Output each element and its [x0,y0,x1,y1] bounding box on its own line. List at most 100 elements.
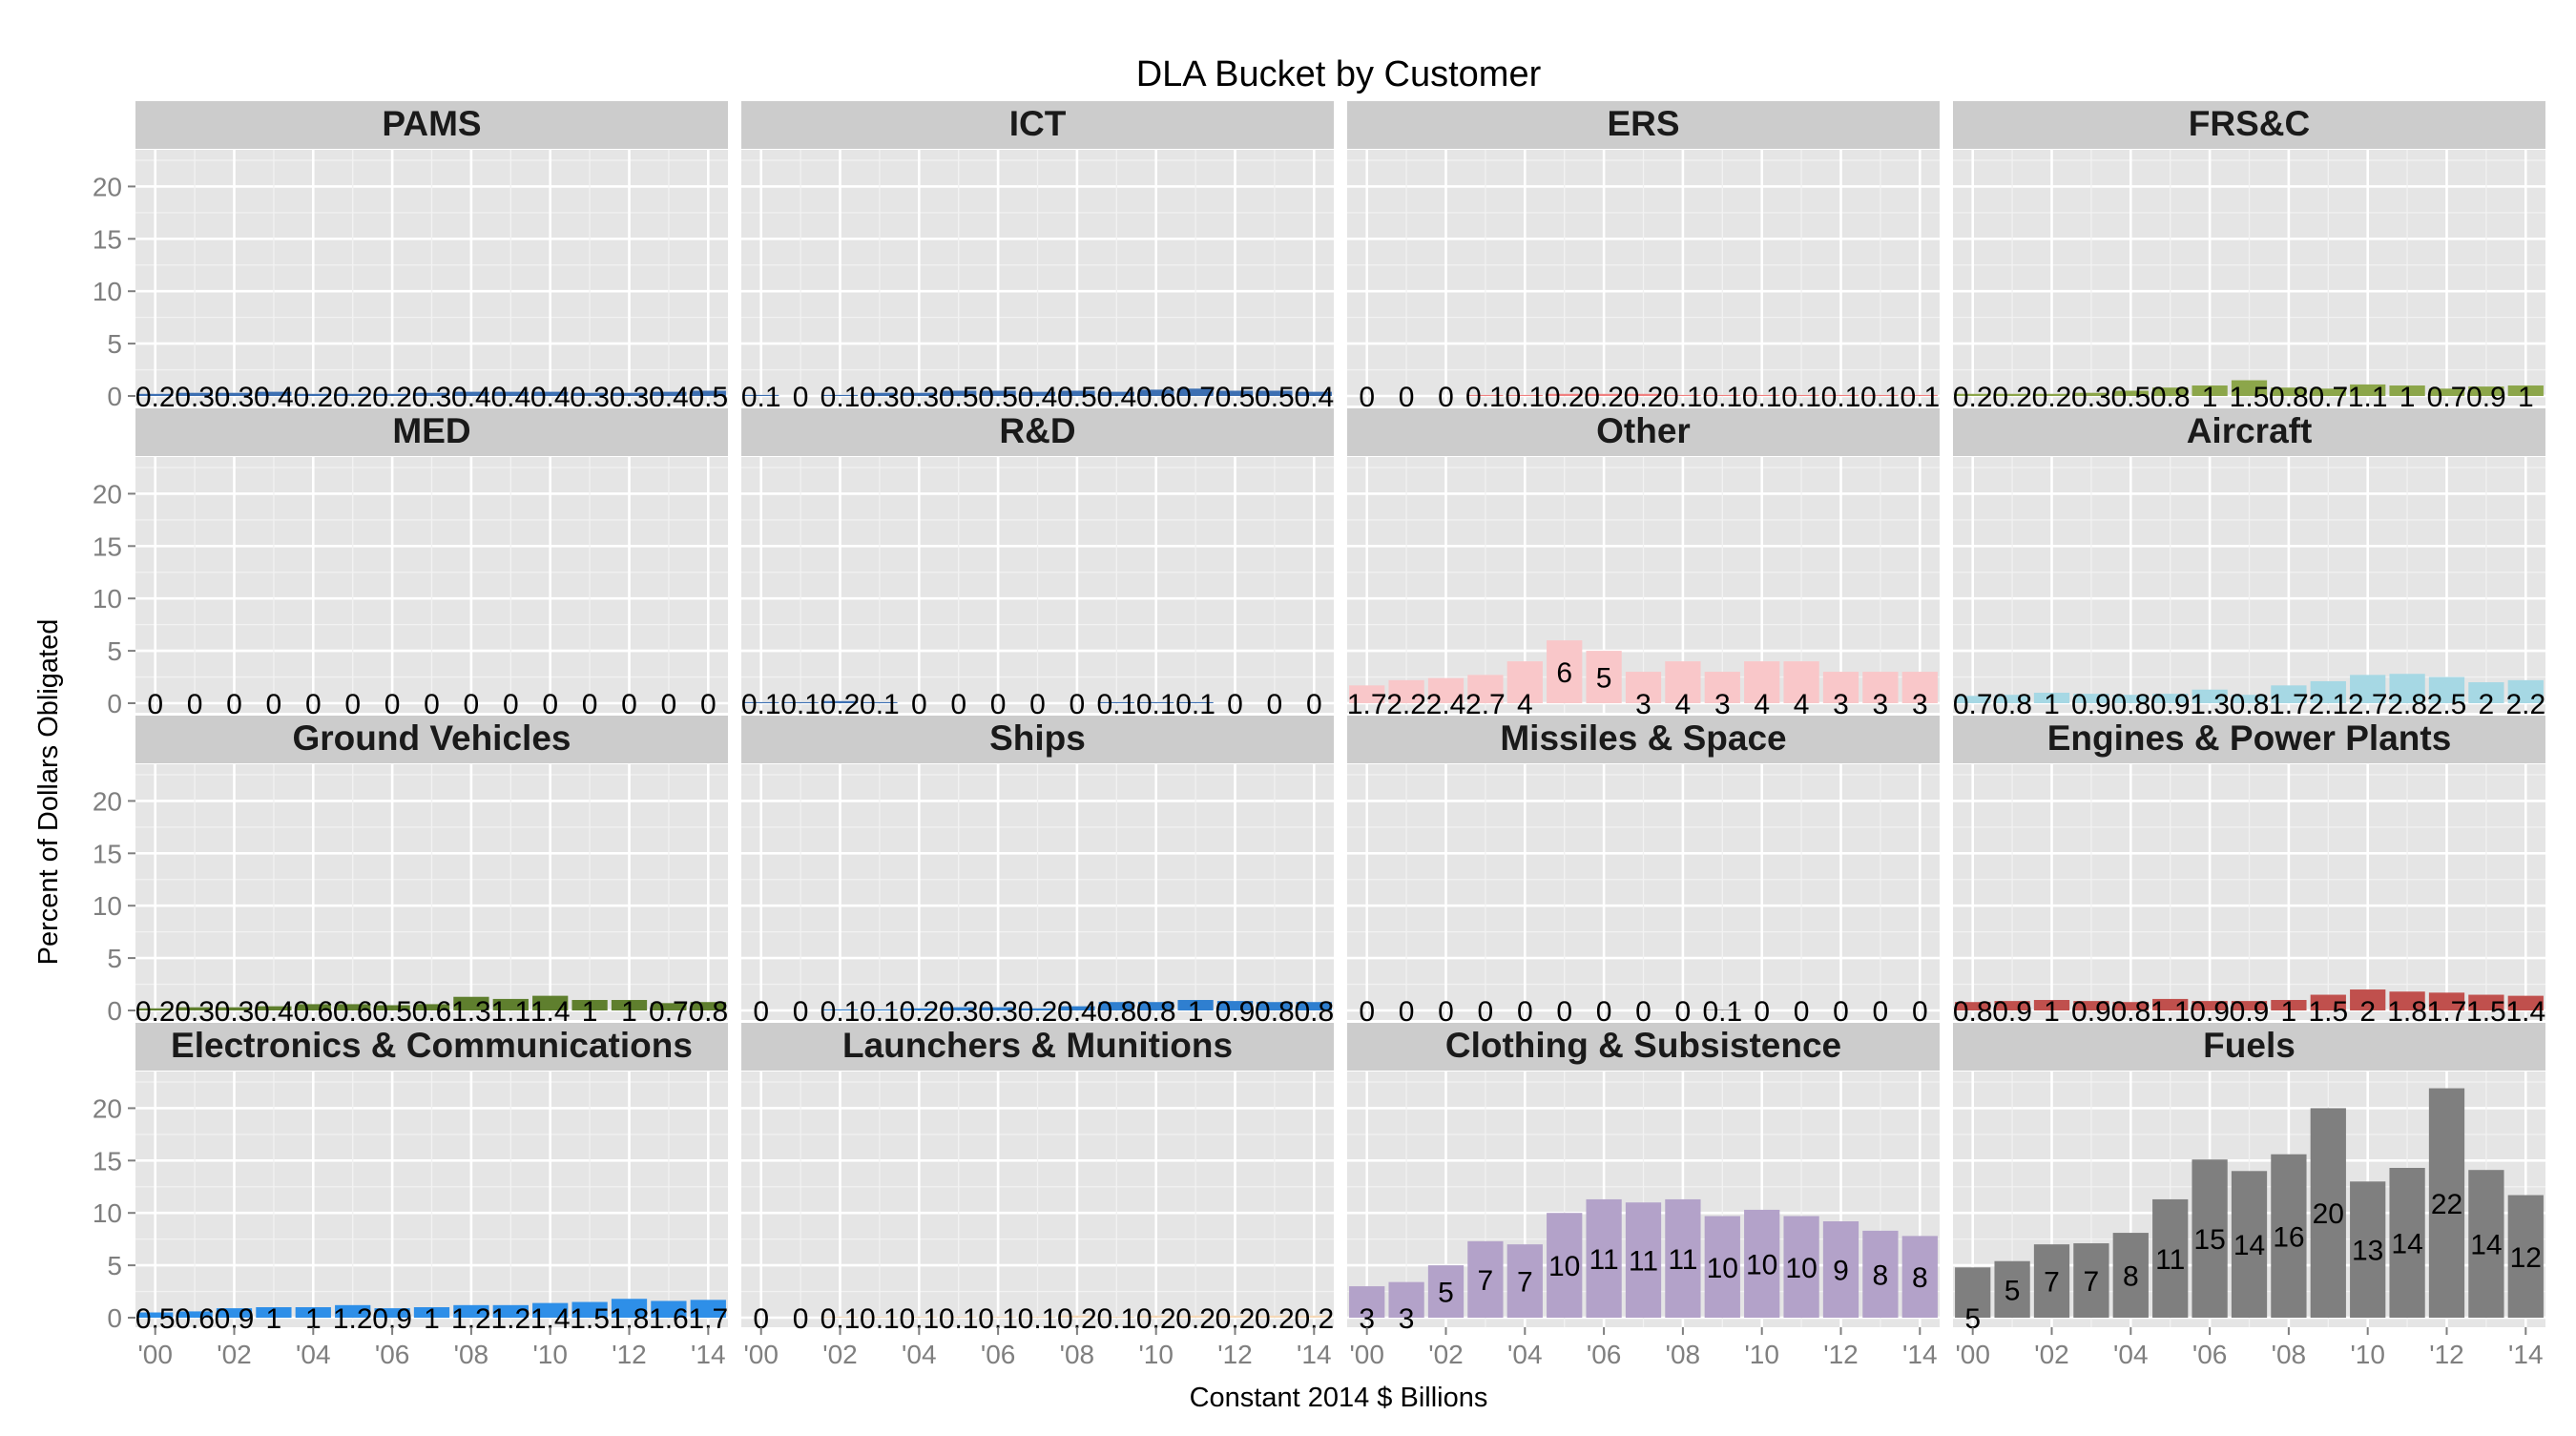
data-label: 0.9 [2190,996,2230,1028]
data-label: 5 [1438,1278,1454,1309]
data-label: 0.1 [1465,382,1506,413]
data-label: 10 [1785,1253,1817,1284]
y-tick-label: 0 [107,996,122,1026]
data-label: 0.2 [1255,1303,1295,1335]
bar [2271,1154,2307,1318]
bar [1427,1265,1465,1318]
bar [335,393,371,396]
x-tick-label: '06 [2192,1340,2228,1369]
data-label: 16 [2273,1221,2304,1253]
data-label: 0.3 [860,382,900,413]
bar [2428,1088,2465,1318]
bar [177,392,213,396]
bar [295,1004,331,1010]
y-tick-label: 15 [93,224,122,254]
bar [2192,385,2228,396]
bar [492,998,529,1010]
data-label: 7 [1478,1265,1494,1297]
data-label: 1 [2202,382,2218,413]
data-label: 0 [1556,996,1572,1028]
y-tick-label: 15 [93,531,122,561]
data-label: 22 [2431,1189,2462,1220]
x-axis-label: Constant 2014 $ Billions [1190,1383,1488,1413]
data-label: 0 [1399,996,1415,1028]
bar [1467,675,1504,703]
bar [611,1299,648,1318]
data-label: 0 [700,689,717,720]
data-label: 0.4 [1057,996,1097,1028]
data-label: 0.5 [1215,382,1256,413]
data-label: 1 [621,996,637,1028]
bar [1783,1216,1819,1318]
data-label: 0.2 [1992,382,2032,413]
facet-strip [135,716,728,763]
bar [335,1304,371,1318]
data-label: 0 [990,689,1007,720]
data-label: 5 [1964,1303,1981,1335]
data-label: 0.1 [860,1303,900,1335]
data-label: 0.1 [860,996,900,1028]
bar [1296,1002,1332,1010]
bar [2033,693,2070,703]
bar [295,1307,331,1318]
x-tick-label: '14 [1297,1340,1332,1369]
data-label: 12 [2510,1242,2542,1274]
bar [1257,390,1293,396]
bar [690,1002,726,1010]
data-label: 0.3 [215,996,255,1028]
bar [532,995,569,1010]
data-label: 0.1 [780,689,821,720]
bar [2192,689,2228,703]
bar [1427,677,1465,703]
y-tick-label: 0 [107,1303,122,1333]
data-label: 0 [503,689,519,720]
x-tick-label: '14 [691,1340,726,1369]
data-label: 0.3 [939,996,979,1028]
data-label: 0.8 [2230,689,2270,720]
bar [1862,1230,1899,1318]
facet-title: Ground Vehicles [293,718,571,758]
bar [901,392,937,396]
facet-title: Engines & Power Plants [2047,718,2452,758]
bar [2350,1181,2386,1318]
data-label: 0.3 [175,996,215,1028]
x-tick-label: '02 [217,1340,252,1369]
facet-strip [1347,408,1940,456]
data-label: 1.8 [2387,996,2427,1028]
data-label: 0.2 [1624,382,1664,413]
bar [1901,394,1938,396]
data-label: 1.6 [649,1303,689,1335]
bar [2428,992,2465,1010]
data-label: 0.4 [649,382,689,413]
data-label: 14 [2470,1230,2502,1261]
data-label: 1 [2399,382,2416,413]
bar [1177,1315,1214,1318]
bar [821,1009,859,1010]
bar [2112,1002,2149,1010]
bar [2310,388,2346,396]
bar [256,1307,292,1318]
bar [1625,672,1662,703]
data-label: 3 [1635,689,1652,720]
data-label: 0 [1306,689,1322,720]
bar [1704,1009,1740,1010]
bar [2468,386,2504,396]
bar [2073,1243,2109,1318]
data-label: 0.8 [1953,996,1993,1028]
data-label: 0.6 [293,996,333,1028]
facet-title: ICT [1009,104,1067,143]
bar [1296,1315,1332,1318]
facet-strip [135,101,728,149]
bar [1388,679,1424,703]
data-label: 0.2 [821,689,861,720]
bar [2112,1233,2149,1318]
data-label: 7 [2044,1267,2060,1299]
data-label: 0 [1227,689,1243,720]
x-tick-label: '08 [1666,1340,1701,1369]
y-tick-label: 5 [107,329,122,359]
data-label: 3 [1873,689,1889,720]
data-label: 0.7 [2308,382,2348,413]
bar [453,996,489,1010]
data-label: 14 [2391,1229,2422,1260]
